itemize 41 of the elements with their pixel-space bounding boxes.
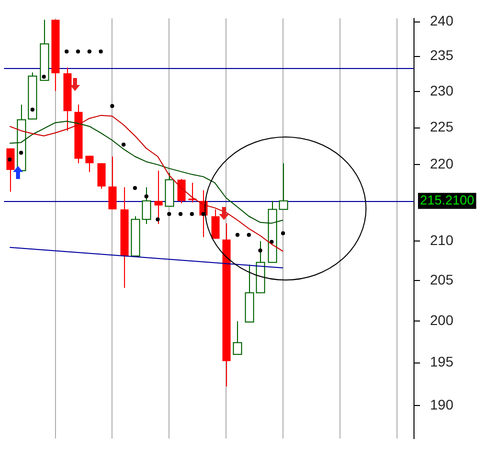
point <box>122 142 126 147</box>
y-tick-label: 230 <box>430 82 454 99</box>
y-tick-label: 205 <box>430 272 454 288</box>
point <box>64 50 69 54</box>
y-tick-label: 200 <box>430 312 454 328</box>
point <box>8 157 12 162</box>
y-tick-label: 220 <box>430 156 454 172</box>
point <box>235 232 240 237</box>
candlestick <box>97 162 106 190</box>
ref-line-label: 215.2100 <box>420 192 474 208</box>
point <box>19 150 24 155</box>
y-tick-label: 190 <box>430 396 454 412</box>
point <box>132 186 137 190</box>
point <box>87 50 92 54</box>
candlestick <box>211 208 220 240</box>
point <box>178 212 183 216</box>
point <box>76 50 80 54</box>
point <box>258 248 262 252</box>
point <box>281 231 286 236</box>
point <box>156 217 160 222</box>
candlestick <box>142 186 152 224</box>
y-tick-label: 225 <box>430 118 454 135</box>
point <box>110 104 114 108</box>
candlestick <box>232 320 242 355</box>
y-tick-label: 235 <box>430 47 454 64</box>
point <box>201 212 206 216</box>
y-tick-label: 240 <box>430 12 454 29</box>
point <box>144 194 148 198</box>
point <box>190 212 194 216</box>
candlestick <box>108 156 117 210</box>
y-tick-label: 210 <box>430 232 454 248</box>
point <box>42 74 46 79</box>
point <box>246 232 251 237</box>
candlestick <box>85 155 94 173</box>
candlestick <box>6 148 15 192</box>
point <box>167 212 172 216</box>
point <box>98 50 103 54</box>
candlestick <box>154 170 163 224</box>
candlestick <box>278 162 288 210</box>
point <box>30 108 34 112</box>
y-tick-label: 195 <box>430 354 454 370</box>
